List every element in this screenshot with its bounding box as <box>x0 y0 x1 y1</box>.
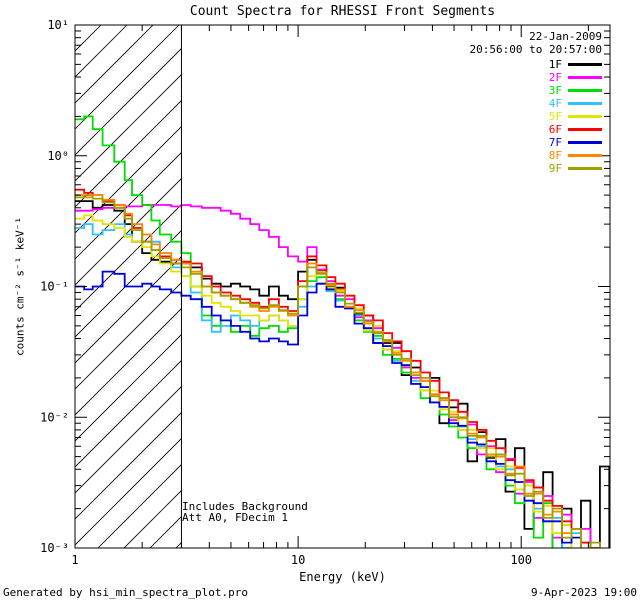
generation-timestamp: 9-Apr-2023 19:00 <box>531 586 637 599</box>
legend-row-1F: 1F <box>549 58 602 71</box>
legend-row-5F: 5F <box>549 110 602 123</box>
x-tick-label: 100 <box>510 553 532 567</box>
y-tick-label: 10¹ <box>47 18 69 32</box>
series-2F <box>75 204 592 548</box>
legend-line-sample <box>568 63 602 66</box>
series-8F <box>75 194 601 548</box>
series-6F <box>75 188 601 548</box>
legend-row-3F: 3F <box>549 84 602 97</box>
legend-label: 4F <box>548 97 562 110</box>
legend-line-sample <box>568 167 602 170</box>
observation-date: 22-Jan-2009 <box>529 30 602 43</box>
legend-row-2F: 2F <box>549 71 602 84</box>
y-axis-label: counts cm⁻² s⁻¹ keV⁻¹ <box>13 216 27 357</box>
series-3F <box>75 115 592 548</box>
y-tick-label: 10⁻² <box>40 410 69 424</box>
legend-line-sample <box>568 115 602 118</box>
page-title: Count Spectra for RHESSI Front Segments <box>189 4 496 19</box>
x-axis-label: Energy (keV) <box>299 570 386 584</box>
legend-label: 5F <box>548 110 562 123</box>
series-1F <box>75 200 610 548</box>
y-tick-label: 10⁻³ <box>40 541 69 555</box>
observation-time-range: 20:56:00 to 20:57:00 <box>469 43 602 56</box>
legend-label: 6F <box>548 123 562 136</box>
legend-label: 9F <box>548 162 562 175</box>
legend-row-6F: 6F <box>549 123 602 136</box>
legend-label: 3F <box>548 84 562 97</box>
legend-row-4F: 4F <box>549 97 602 110</box>
spectra-series-group <box>75 115 610 548</box>
legend-row-7F: 7F <box>549 136 602 149</box>
background-note: Includes Background <box>182 500 308 513</box>
x-tick-label: 10 <box>291 553 305 567</box>
attenuator-note: Att A0, FDecim 1 <box>182 511 288 524</box>
legend-line-sample <box>568 154 602 157</box>
legend-label: 1F <box>548 58 562 71</box>
generated-by-note: Generated by hsi_min_spectra_plot.pro <box>3 586 249 599</box>
legend-line-sample <box>568 76 602 79</box>
legend-label: 2F <box>548 71 562 84</box>
legend-label: 7F <box>548 136 562 149</box>
legend-line-sample <box>568 128 602 131</box>
legend-row-9F: 9F <box>549 162 602 175</box>
legend-line-sample <box>568 89 602 92</box>
series-9F <box>75 194 601 548</box>
legend-line-sample <box>568 141 602 144</box>
legend: 1F 2F 3F 4F 5F 6F 7F 8F 9F <box>549 58 602 175</box>
y-tick-label: 10⁻¹ <box>40 280 69 294</box>
legend-row-8F: 8F <box>549 149 602 162</box>
series-7F <box>75 270 582 548</box>
legend-label: 8F <box>548 149 562 162</box>
x-tick-label: 1 <box>71 553 78 567</box>
legend-line-sample <box>568 102 602 105</box>
series-5F <box>75 214 573 548</box>
y-tick-label: 10⁰ <box>47 149 69 163</box>
